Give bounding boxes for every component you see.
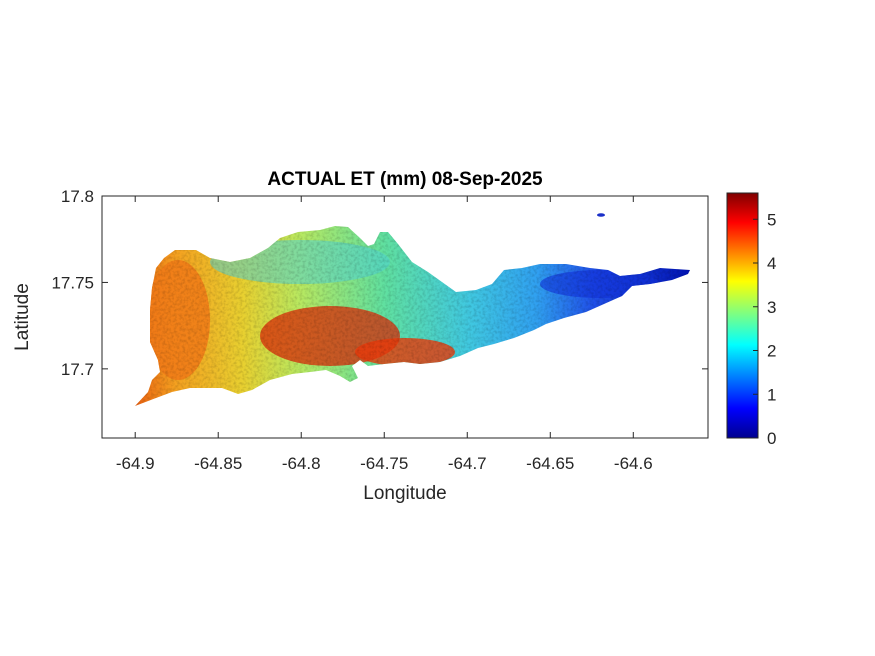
x-tick-label: -64.65	[526, 454, 574, 473]
y-tick-label: 17.7	[61, 360, 94, 379]
x-tick-label: -64.7	[448, 454, 487, 473]
x-tick-label: -64.8	[282, 454, 321, 473]
islet	[597, 213, 605, 217]
colorbar-tick-label: 0	[767, 429, 776, 448]
x-tick-label: -64.75	[360, 454, 408, 473]
y-tick-label: 17.75	[51, 273, 94, 292]
y-tick-label: 17.8	[61, 187, 94, 206]
colorbar	[726, 192, 759, 439]
chart-title: ACTUAL ET (mm) 08-Sep-2025	[267, 169, 543, 190]
y-axis: 17.7 17.75 17.8	[51, 187, 708, 379]
colorbar-tick-label: 1	[767, 385, 776, 404]
x-axis-label: Longitude	[363, 483, 446, 504]
colorbar-tick-label: 2	[767, 342, 776, 361]
x-tick-label: -64.85	[194, 454, 242, 473]
colorbar-tick-label: 5	[767, 210, 776, 229]
x-tick-label: -64.9	[116, 454, 155, 473]
x-tick-label: -64.6	[614, 454, 653, 473]
colorbar-tick-label: 3	[767, 298, 776, 317]
y-axis-label: Latitude	[12, 283, 33, 351]
colorbar-ticks: 0 1 2 3 4 5	[753, 210, 776, 448]
x-axis: -64.9 -64.85 -64.8 -64.75 -64.7 -64.65 -64.6	[116, 196, 653, 473]
colorbar-tick-label: 4	[767, 254, 776, 273]
